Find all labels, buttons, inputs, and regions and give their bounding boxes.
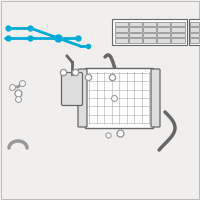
- Bar: [114, 32, 128, 37]
- Bar: [129, 27, 142, 31]
- Bar: [171, 38, 184, 43]
- Bar: [171, 21, 184, 26]
- Bar: [190, 32, 199, 37]
- Bar: [190, 21, 199, 26]
- Bar: [114, 27, 128, 31]
- Bar: [189, 19, 200, 45]
- Bar: [171, 32, 184, 37]
- Bar: [114, 21, 128, 26]
- FancyBboxPatch shape: [151, 69, 160, 127]
- Bar: [114, 38, 128, 43]
- Bar: [143, 38, 156, 43]
- Bar: [157, 32, 170, 37]
- Bar: [143, 27, 156, 31]
- Bar: [129, 38, 142, 43]
- Bar: [129, 32, 142, 37]
- FancyBboxPatch shape: [78, 69, 87, 127]
- Bar: [112, 19, 187, 45]
- Bar: [85, 68, 153, 128]
- Bar: [190, 38, 199, 43]
- Bar: [157, 38, 170, 43]
- FancyBboxPatch shape: [62, 72, 83, 106]
- Bar: [190, 27, 199, 31]
- Bar: [157, 27, 170, 31]
- Bar: [171, 27, 184, 31]
- Bar: [157, 21, 170, 26]
- Bar: [143, 32, 156, 37]
- Bar: [129, 21, 142, 26]
- Bar: [143, 21, 156, 26]
